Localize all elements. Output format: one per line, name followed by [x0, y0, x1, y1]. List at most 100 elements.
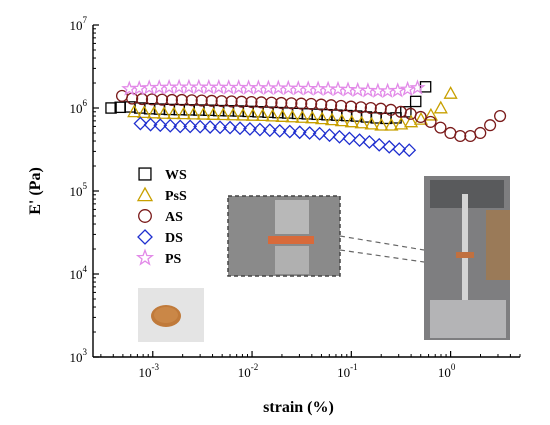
data-point-as	[275, 96, 288, 110]
data-point-pss	[166, 106, 181, 120]
rheometer-photo	[424, 176, 510, 340]
data-point-pss	[423, 107, 438, 121]
data-point-as	[285, 97, 298, 110]
data-point-ds	[342, 131, 357, 146]
data-point-as	[165, 93, 178, 107]
data-point-ps	[379, 82, 396, 98]
data-point-pss	[403, 114, 419, 128]
data-point-ds	[312, 126, 327, 141]
data-point-as	[444, 126, 457, 140]
data-point-pss	[235, 107, 251, 121]
data-point-pss	[176, 106, 191, 120]
legend-marker-as	[138, 209, 152, 223]
data-point-as	[454, 129, 467, 143]
legend-marker-pss	[136, 186, 154, 202]
data-point-as	[434, 121, 447, 134]
connector-lines	[339, 235, 425, 263]
data-point-ds	[183, 119, 198, 134]
data-point-ds	[392, 142, 407, 156]
data-point-ds	[382, 139, 397, 154]
data-point-as	[265, 96, 278, 109]
legend-marker-ps	[135, 248, 155, 266]
data-point-pss	[216, 107, 231, 121]
data-point-as	[305, 97, 318, 110]
data-point-pss	[265, 108, 280, 122]
data-point-as	[175, 93, 188, 107]
data-point-as	[364, 101, 377, 115]
data-point-as	[155, 93, 169, 106]
data-point-ds	[332, 129, 347, 144]
data-point-pss	[186, 106, 201, 120]
data-point-pss	[394, 116, 409, 130]
data-point-ps	[141, 79, 158, 95]
data-point-ds	[322, 128, 337, 143]
data-point-pss	[226, 107, 241, 121]
data-point-pss	[255, 108, 270, 122]
data-point-ds	[362, 135, 377, 149]
data-point-ds	[402, 143, 417, 158]
data-point-ws	[105, 102, 117, 114]
data-point-ds	[302, 126, 317, 140]
legend: WS PsS AS DS PS	[135, 167, 187, 267]
data-point-as	[414, 110, 427, 124]
data-point-pss	[315, 111, 330, 125]
data-point-ds	[262, 123, 277, 138]
data-point-pss	[295, 110, 310, 123]
data-point-ps	[180, 78, 197, 95]
data-point-as	[464, 129, 477, 143]
data-point-as	[494, 109, 507, 123]
sample-disc-photo	[138, 288, 204, 342]
data-point-ds	[272, 123, 287, 138]
data-point-ds	[372, 137, 387, 152]
data-point-pss	[384, 117, 399, 131]
geometry-closeup-photo	[227, 195, 341, 277]
data-point-as	[325, 99, 338, 112]
data-point-as	[245, 95, 258, 109]
data-point-ds	[352, 133, 367, 148]
data-point-ds	[193, 119, 208, 134]
data-point-pss	[305, 110, 320, 124]
data-point-pss	[354, 115, 369, 129]
data-point-ws	[419, 81, 432, 93]
data-point-pss	[334, 113, 349, 127]
data-point-pss	[127, 104, 142, 118]
data-point-as	[225, 95, 238, 108]
data-point-pss	[275, 109, 290, 122]
data-point-ps	[220, 79, 237, 95]
data-point-pss	[196, 106, 211, 120]
data-point-ds	[282, 124, 297, 139]
data-point-as	[424, 115, 437, 128]
data-point-ws	[409, 95, 422, 108]
data-point-ps	[409, 79, 426, 95]
data-point-ps	[161, 78, 178, 95]
data-point-ds	[252, 122, 267, 137]
data-series-layer	[105, 78, 507, 158]
legend-label-pss: PsS	[165, 189, 187, 204]
data-point-ds	[223, 120, 237, 135]
data-point-ds	[243, 121, 257, 136]
series-as	[115, 89, 507, 143]
data-point-ds	[153, 118, 168, 133]
x-tick-label: 100	[438, 362, 456, 380]
data-point-pss	[324, 112, 340, 126]
data-point-ds	[213, 120, 227, 135]
x-tick-label: 10-1	[337, 362, 358, 380]
data-point-pss	[443, 86, 458, 99]
data-point-as	[335, 99, 348, 112]
data-point-as	[474, 126, 487, 140]
axes: 103 104 105 106 107 10-3 10-2 10-1 100 strain (%)…	[27, 15, 521, 416]
series-ds	[133, 116, 417, 158]
legend-label-ps: PS	[165, 252, 182, 267]
data-point-pss	[206, 107, 221, 120]
data-point-ps	[131, 79, 148, 96]
legend-label-ds: DS	[165, 231, 183, 246]
data-point-pss	[245, 108, 261, 121]
data-point-ps	[151, 79, 168, 95]
data-point-ds	[143, 117, 158, 132]
y-tick-label: 106	[70, 98, 88, 116]
data-point-as	[205, 94, 218, 107]
data-point-as	[295, 97, 308, 110]
data-point-as	[344, 100, 358, 113]
series-ps	[121, 78, 426, 98]
